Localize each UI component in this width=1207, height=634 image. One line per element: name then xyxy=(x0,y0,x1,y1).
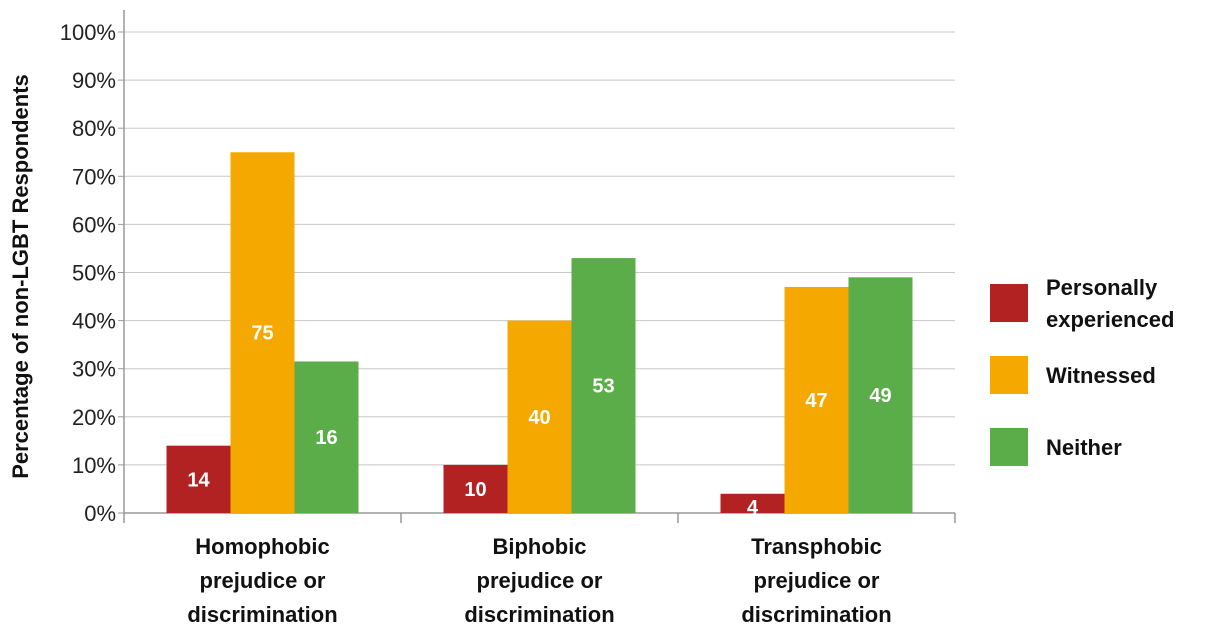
legend-swatch xyxy=(990,284,1028,322)
bar[interactable] xyxy=(571,258,636,513)
x-category-label: Homophobic xyxy=(195,534,329,559)
legend-swatch xyxy=(990,356,1028,394)
legend-label: Personally xyxy=(1046,275,1158,300)
y-tick-label: 80% xyxy=(72,116,116,141)
x-category-label: Biphobic xyxy=(492,534,586,559)
x-category-label: prejudice or xyxy=(200,568,326,593)
data-label: 10 xyxy=(464,479,486,501)
y-tick-label: 90% xyxy=(72,68,116,93)
y-tick-label: 60% xyxy=(72,212,116,237)
y-tick-label: 20% xyxy=(72,405,116,430)
data-label: 14 xyxy=(187,469,210,491)
bar[interactable] xyxy=(507,320,572,513)
data-label: 4 xyxy=(747,497,759,519)
x-category-label: prejudice or xyxy=(477,568,603,593)
bar[interactable] xyxy=(166,445,231,513)
x-category-label: prejudice or xyxy=(754,568,880,593)
y-tick-label: 50% xyxy=(72,261,116,286)
x-category-label: discrimination xyxy=(187,602,337,627)
y-tick-label: 30% xyxy=(72,357,116,382)
data-label: 49 xyxy=(869,385,891,407)
y-tick-label: 10% xyxy=(72,453,116,478)
data-label: 40 xyxy=(528,407,550,429)
bar[interactable] xyxy=(230,152,295,513)
y-axis-label: Percentage of non-LGBT Respondents xyxy=(8,74,33,479)
legend-label: Witnessed xyxy=(1046,363,1156,388)
x-category-label: discrimination xyxy=(741,602,891,627)
x-category-label: Transphobic xyxy=(751,534,882,559)
legend-label: experienced xyxy=(1046,307,1174,332)
data-label: 16 xyxy=(315,427,337,449)
bar[interactable] xyxy=(784,286,849,513)
data-label: 53 xyxy=(592,376,614,398)
y-tick-label: 40% xyxy=(72,309,116,334)
y-tick-label: 100% xyxy=(60,20,116,45)
legend-swatch xyxy=(990,428,1028,466)
data-label: 47 xyxy=(805,390,827,412)
y-tick-label: 70% xyxy=(72,164,116,189)
bar[interactable] xyxy=(294,361,359,513)
bar[interactable] xyxy=(720,493,785,513)
legend-label: Neither xyxy=(1046,435,1122,460)
y-tick-label: 0% xyxy=(84,501,116,526)
bar[interactable] xyxy=(848,277,913,513)
bar[interactable] xyxy=(443,464,508,513)
data-label: 75 xyxy=(251,323,273,345)
x-category-label: discrimination xyxy=(464,602,614,627)
